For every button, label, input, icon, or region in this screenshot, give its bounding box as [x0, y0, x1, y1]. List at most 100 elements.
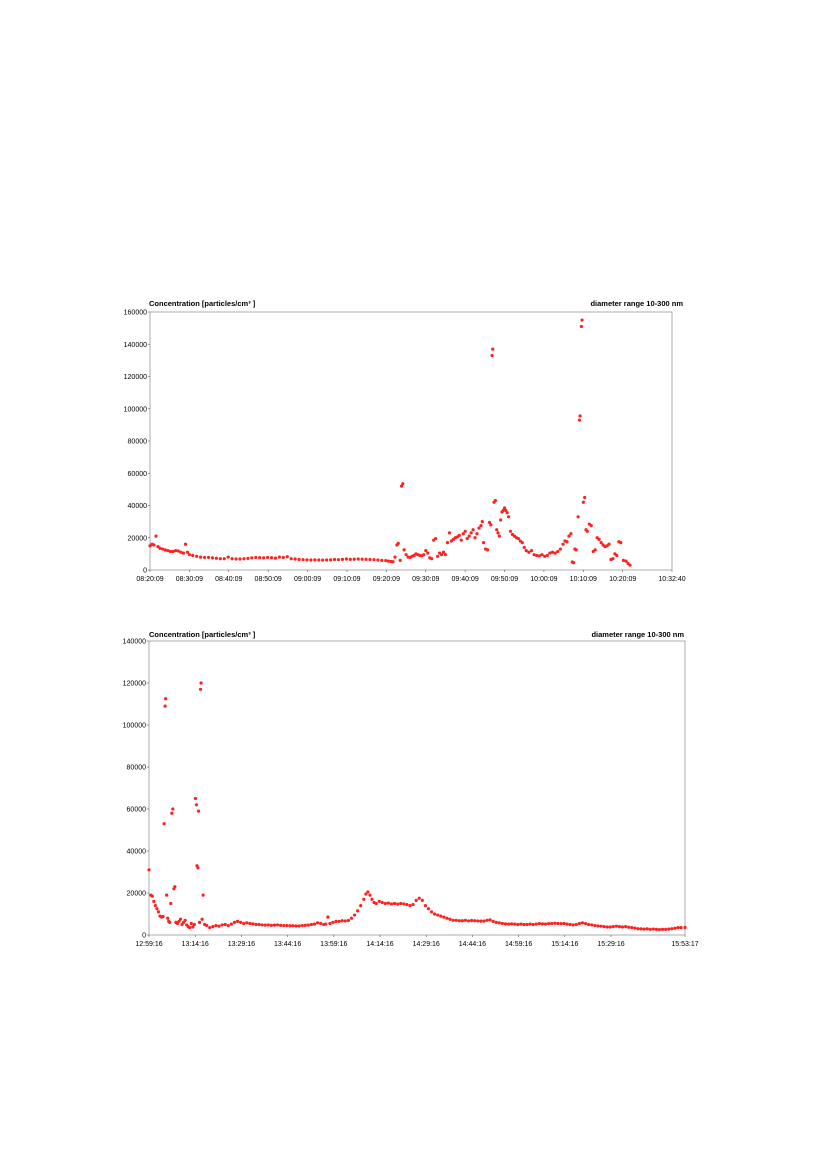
data-point: [537, 554, 541, 558]
data-point: [309, 922, 314, 927]
chart-2-points: [147, 681, 687, 932]
data-point: [199, 681, 203, 685]
data-point: [583, 495, 587, 500]
x-tick-label: 14:44:16: [459, 941, 486, 948]
data-point: [362, 897, 366, 901]
data-point: [364, 557, 368, 561]
x-tick-label: 13:14:16: [182, 941, 209, 948]
data-point: [183, 542, 188, 546]
data-point: [288, 924, 292, 928]
data-point: [169, 901, 173, 906]
y-tick-label: 60000: [128, 471, 148, 478]
data-point: [220, 923, 224, 927]
data-point: [645, 927, 649, 931]
data-point: [558, 547, 562, 551]
data-point: [556, 549, 560, 554]
data-point: [246, 556, 250, 560]
y-tick-label: 80000: [128, 439, 148, 446]
data-point: [593, 548, 597, 552]
data-point: [223, 922, 227, 927]
chart-1-x-ticks: 08:20:09 08:30:09 08:40:09 08:50:09 09:00:09…: [136, 570, 686, 583]
data-point: [429, 910, 434, 914]
data-point: [439, 914, 443, 918]
data-point: [457, 919, 461, 923]
data-point: [522, 545, 526, 550]
data-point: [611, 557, 615, 561]
data-point: [553, 551, 557, 555]
data-point: [559, 922, 563, 926]
data-point: [543, 554, 547, 558]
data-point: [392, 901, 397, 906]
data-point: [534, 922, 538, 926]
data-point: [545, 553, 549, 558]
data-point: [500, 921, 504, 926]
x-tick-label: 13:59:16: [320, 941, 347, 948]
data-point: [217, 924, 221, 928]
x-tick-label: 09:20:09: [373, 576, 400, 583]
data-point: [489, 523, 493, 527]
x-tick-label: 15:53:17: [671, 941, 698, 948]
data-point: [499, 518, 503, 522]
data-point: [346, 918, 350, 923]
data-point: [226, 923, 230, 928]
data-point: [491, 347, 495, 351]
data-point: [480, 520, 484, 524]
x-tick-label: 14:14:16: [366, 941, 393, 948]
x-tick-label: 12:59:16: [135, 941, 162, 948]
data-point: [257, 922, 261, 927]
data-point: [506, 922, 511, 926]
data-point: [473, 919, 477, 923]
data-point: [153, 904, 157, 908]
data-point: [332, 557, 337, 562]
data-point: [596, 924, 600, 928]
data-point: [424, 549, 428, 553]
data-point: [657, 927, 662, 932]
data-point: [352, 913, 357, 917]
data-point: [577, 921, 582, 926]
data-point: [497, 921, 501, 925]
data-point: [460, 919, 464, 923]
data-point: [179, 550, 183, 554]
data-point: [163, 704, 167, 708]
data-point: [279, 923, 283, 927]
data-point: [426, 907, 431, 911]
data-point: [199, 555, 203, 559]
x-tick-label: 10:32:40: [658, 576, 685, 583]
y-tick-label: 120000: [124, 374, 147, 381]
chart-1-plot-frame: [149, 311, 673, 571]
data-point: [676, 926, 680, 930]
data-point: [309, 558, 313, 562]
data-point: [565, 540, 569, 544]
data-point: [577, 418, 582, 422]
data-point: [516, 536, 520, 541]
data-point: [516, 922, 520, 927]
data-point: [197, 920, 202, 925]
data-point: [173, 885, 177, 889]
chart-1-title: Concentration [particles/cm³ ]: [149, 299, 256, 308]
data-point: [525, 922, 529, 927]
data-point: [245, 921, 249, 925]
data-point: [201, 893, 205, 897]
data-point: [485, 548, 490, 552]
data-point: [504, 508, 508, 512]
data-point: [476, 919, 480, 923]
data-point: [238, 920, 243, 925]
y-tick-label: 60000: [127, 807, 147, 814]
data-point: [531, 922, 535, 927]
data-point: [457, 533, 461, 537]
data-point: [660, 927, 665, 931]
data-point: [275, 923, 280, 927]
data-point: [414, 898, 418, 902]
data-point: [475, 532, 479, 536]
data-point: [547, 922, 551, 926]
data-point: [579, 324, 584, 329]
data-point: [491, 919, 495, 923]
data-point: [152, 899, 156, 904]
data-point: [508, 529, 513, 533]
x-tick-label: 10:20:09: [609, 576, 636, 583]
data-point: [405, 902, 409, 907]
data-point: [617, 925, 622, 929]
data-point: [556, 921, 560, 926]
data-point: [459, 538, 463, 542]
